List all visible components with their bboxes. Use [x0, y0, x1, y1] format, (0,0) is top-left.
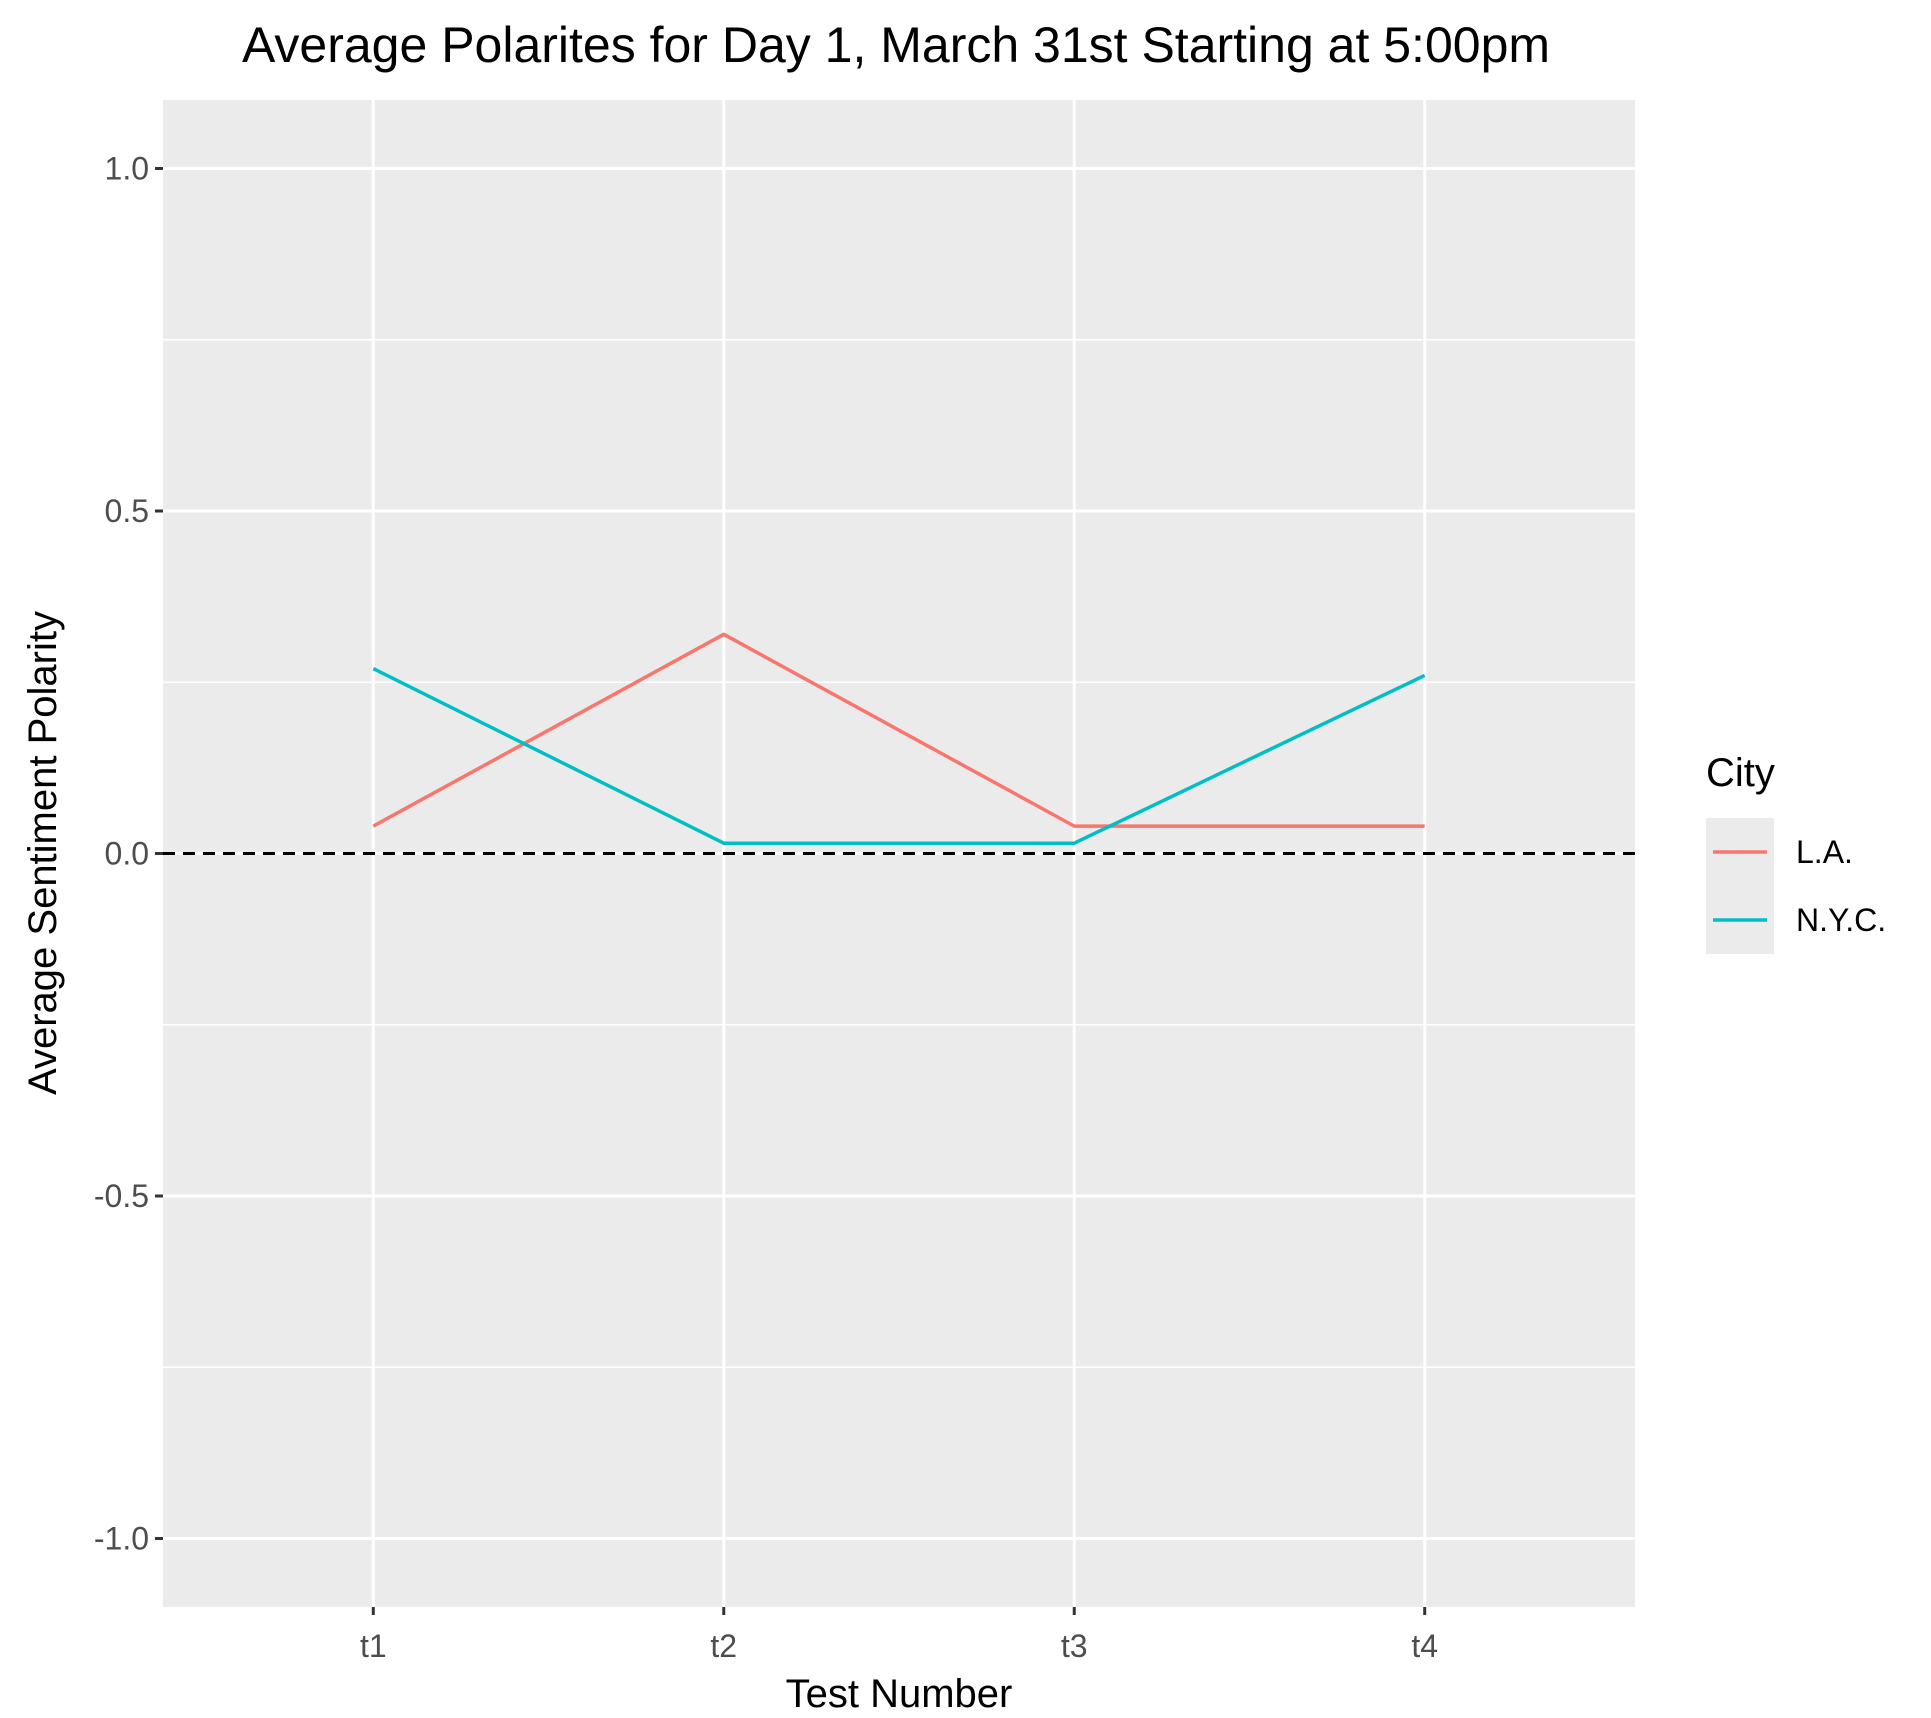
- legend-label: L.A.: [1796, 834, 1853, 870]
- y-tick-label: -0.5: [94, 1178, 149, 1214]
- chart-title: Average Polarites for Day 1, March 31st …: [242, 17, 1550, 73]
- x-axis-title: Test Number: [786, 1672, 1013, 1716]
- y-tick-label: 0.0: [105, 836, 149, 872]
- x-tick-label: t1: [360, 1628, 387, 1664]
- series-line-2: [372, 667, 1426, 845]
- x-tick-label: t3: [1061, 1628, 1088, 1664]
- legend-title: City: [1706, 751, 1775, 795]
- legend: City L.A. N.Y.C.: [1706, 751, 1886, 954]
- x-axis-ticks: t1 t2 t3 t4: [360, 1607, 1438, 1664]
- x-tick-label: t2: [710, 1628, 737, 1664]
- y-tick-label: 0.5: [105, 493, 149, 529]
- legend-label: N.Y.C.: [1796, 902, 1886, 938]
- y-axis-title: Average Sentiment Polarity: [21, 611, 65, 1095]
- series-lines: [372, 632, 1426, 845]
- grid-minor: [163, 339, 1635, 1368]
- y-tick-label: 1.0: [105, 151, 149, 187]
- y-axis-ticks: -1.0 -0.5 0.0 0.5 1.0: [94, 151, 163, 1557]
- y-tick-label: -1.0: [94, 1521, 149, 1557]
- x-tick-label: t4: [1411, 1628, 1438, 1664]
- series-line-1: [372, 632, 1425, 828]
- legend-items: L.A. N.Y.C.: [1706, 818, 1886, 954]
